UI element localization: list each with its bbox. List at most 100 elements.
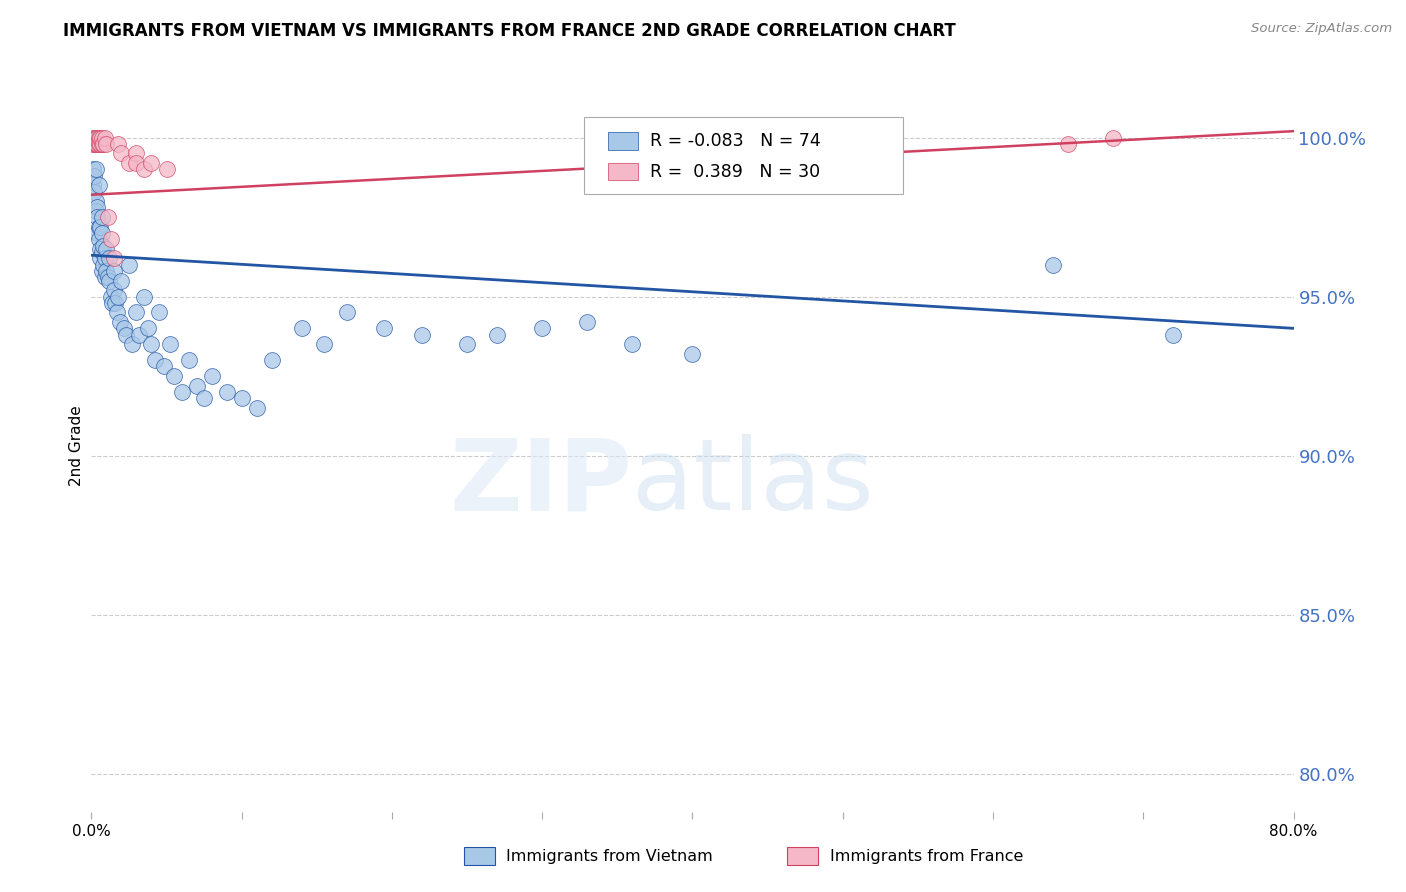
FancyBboxPatch shape — [585, 117, 903, 194]
Point — [83, 169, 105, 183]
Point — [86, 226, 108, 240]
Point — [89, 219, 111, 234]
Point — [193, 392, 215, 406]
Point — [90, 264, 112, 278]
Point — [132, 162, 155, 177]
Point — [186, 378, 208, 392]
Point — [93, 258, 115, 272]
Point — [94, 130, 117, 145]
Bar — [609, 132, 638, 150]
Point — [89, 242, 111, 256]
Point — [246, 401, 269, 415]
Point — [141, 337, 163, 351]
Point — [82, 162, 104, 177]
Point — [681, 347, 703, 361]
Point — [94, 270, 117, 285]
Point — [90, 130, 112, 145]
Point — [576, 315, 599, 329]
Point — [86, 130, 108, 145]
Point — [107, 136, 129, 151]
Point — [155, 162, 177, 177]
Point — [90, 136, 112, 151]
Point — [90, 245, 112, 260]
Point — [108, 315, 131, 329]
Point — [89, 136, 111, 151]
Point — [84, 130, 107, 145]
Point — [86, 136, 108, 151]
Point — [87, 136, 110, 151]
Point — [177, 353, 200, 368]
Point — [231, 392, 253, 406]
Point — [118, 258, 141, 272]
Point — [83, 136, 105, 151]
Text: ZIP: ZIP — [450, 434, 633, 531]
Point — [125, 305, 148, 319]
Point — [89, 130, 111, 145]
Point — [1161, 327, 1184, 342]
Point — [114, 321, 136, 335]
Point — [486, 327, 509, 342]
Point — [97, 210, 120, 224]
Point — [110, 274, 132, 288]
Point — [170, 384, 193, 399]
Point — [82, 178, 104, 193]
Point — [373, 321, 395, 335]
Point — [621, 337, 644, 351]
Point — [132, 289, 155, 303]
Point — [83, 130, 105, 145]
Point — [118, 156, 141, 170]
Point — [215, 384, 238, 399]
Point — [97, 270, 120, 285]
Point — [411, 327, 433, 342]
Point — [93, 136, 115, 151]
Point — [1057, 136, 1080, 151]
Point — [125, 156, 148, 170]
Point — [90, 210, 112, 224]
Point — [89, 252, 111, 266]
Point — [291, 321, 314, 335]
Point — [87, 130, 110, 145]
Text: atlas: atlas — [633, 434, 875, 531]
Point — [107, 289, 129, 303]
Point — [105, 305, 128, 319]
Text: Immigrants from France: Immigrants from France — [830, 849, 1024, 863]
Point — [98, 274, 121, 288]
Point — [163, 369, 186, 384]
Point — [148, 305, 170, 319]
Point — [531, 321, 554, 335]
Point — [84, 162, 107, 177]
Point — [103, 264, 125, 278]
Point — [456, 337, 478, 351]
Point — [100, 232, 122, 246]
Point — [87, 232, 110, 246]
Point — [96, 242, 118, 256]
Text: R = -0.083   N = 74: R = -0.083 N = 74 — [651, 132, 821, 150]
Y-axis label: 2nd Grade: 2nd Grade — [69, 406, 84, 486]
Point — [314, 337, 336, 351]
Point — [90, 226, 112, 240]
Point — [93, 238, 115, 252]
Point — [138, 321, 160, 335]
Point — [84, 136, 107, 151]
Point — [128, 327, 150, 342]
Point — [104, 296, 127, 310]
Point — [125, 146, 148, 161]
Point — [1102, 130, 1125, 145]
Point — [110, 146, 132, 161]
Point — [82, 130, 104, 145]
Text: Source: ZipAtlas.com: Source: ZipAtlas.com — [1251, 22, 1392, 36]
Point — [103, 252, 125, 266]
Point — [87, 178, 110, 193]
Point — [336, 305, 359, 319]
Point — [100, 289, 122, 303]
Point — [143, 353, 166, 368]
Point — [83, 185, 105, 199]
Text: Immigrants from Vietnam: Immigrants from Vietnam — [506, 849, 713, 863]
Point — [84, 203, 107, 218]
Point — [101, 296, 124, 310]
Point — [87, 219, 110, 234]
Point — [152, 359, 174, 374]
Point — [86, 210, 108, 224]
Point — [201, 369, 224, 384]
Text: R =  0.389   N = 30: R = 0.389 N = 30 — [651, 162, 821, 181]
